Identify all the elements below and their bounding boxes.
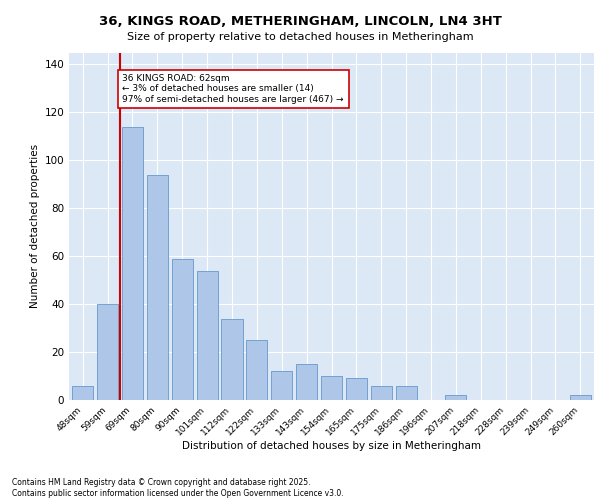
Bar (321, 376, 342, 400)
Bar (445, 395, 466, 400)
Bar (570, 395, 591, 400)
Bar (371, 386, 392, 400)
Text: Contains HM Land Registry data © Crown copyright and database right 2025.
Contai: Contains HM Land Registry data © Crown c… (12, 478, 344, 498)
X-axis label: Distribution of detached houses by size in Metheringham: Distribution of detached houses by size … (182, 441, 481, 451)
Bar (147, 174, 168, 400)
Bar (72, 386, 93, 400)
Bar (122, 127, 143, 400)
Bar (246, 340, 268, 400)
Bar (197, 270, 218, 400)
Bar (97, 304, 118, 400)
Text: 36 KINGS ROAD: 62sqm
← 3% of detached houses are smaller (14)
97% of semi-detach: 36 KINGS ROAD: 62sqm ← 3% of detached ho… (122, 74, 344, 104)
Bar (395, 386, 417, 400)
Text: Size of property relative to detached houses in Metheringham: Size of property relative to detached ho… (127, 32, 473, 42)
Bar (221, 318, 242, 400)
Bar (296, 364, 317, 400)
Text: 36, KINGS ROAD, METHERINGHAM, LINCOLN, LN4 3HT: 36, KINGS ROAD, METHERINGHAM, LINCOLN, L… (98, 15, 502, 28)
Y-axis label: Number of detached properties: Number of detached properties (30, 144, 40, 308)
Bar (172, 258, 193, 400)
Bar (271, 371, 292, 400)
Bar (346, 378, 367, 400)
